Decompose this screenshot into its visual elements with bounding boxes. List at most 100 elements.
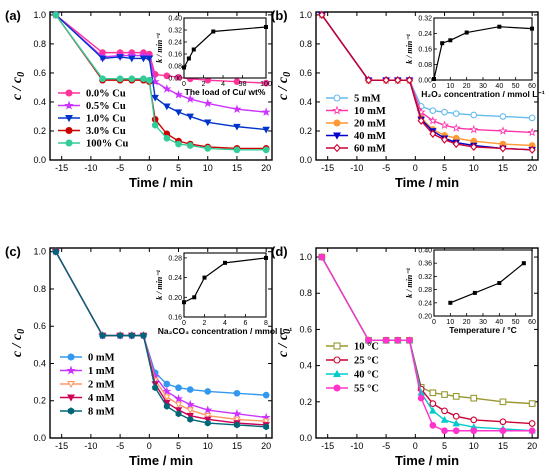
data-point — [174, 401, 183, 409]
inset-x-axis-label: H₂O₂ concentration / mmol L⁻¹ — [421, 89, 545, 99]
data-point — [204, 419, 211, 427]
inset-x-tick-label: 6 — [244, 320, 248, 327]
data-point — [262, 391, 270, 399]
plot-frame — [315, 247, 539, 439]
legend-marker — [333, 94, 341, 102]
data-point — [186, 113, 194, 121]
inset-y-tick-label: 0.28 — [418, 287, 432, 294]
data-point — [186, 407, 194, 414]
legend: 0 mM 1 mM 2 mM 4 mM 8 mM — [60, 353, 115, 418]
data-point — [128, 75, 136, 83]
data-point — [116, 75, 124, 83]
inset-y-tick-label: 0.24 — [168, 275, 182, 282]
y-tick-label: 0.6 — [299, 68, 312, 78]
data-point — [175, 140, 182, 148]
legend-marker — [67, 394, 75, 402]
data-point — [203, 405, 213, 414]
inset-point — [448, 38, 453, 43]
data-point — [528, 427, 536, 435]
y-tick-label: 0.2 — [33, 396, 46, 406]
legend: 10 °C 25 °C 40 °C 55 °C — [326, 342, 379, 395]
legend-marker — [332, 105, 342, 115]
inset-line — [450, 262, 525, 304]
data-point — [204, 119, 212, 127]
inset-y-tick-label: 0.16 — [168, 52, 182, 59]
legend-label: 1.0% Cu — [86, 114, 126, 125]
data-point — [452, 139, 460, 149]
inset-x-tick-label: 20 — [463, 83, 471, 90]
inset-y-axis-label: k / min⁻¹ — [155, 270, 164, 300]
legend-marker — [65, 115, 73, 123]
y-tick-label: 0.6 — [299, 324, 312, 334]
inset: 0 10 20 30 40 50 60 0.20 0.24 0.28 0.32 0.36 0.40 Tem… — [405, 248, 536, 336]
data-point — [365, 336, 372, 344]
data-point — [99, 332, 106, 339]
data-point — [262, 126, 270, 134]
y-tick-label: 1.0 — [299, 10, 312, 20]
series-4 — [52, 248, 270, 431]
inset-x-tick-label: 100 — [260, 81, 272, 88]
data-point — [145, 76, 153, 84]
data-point — [185, 94, 195, 103]
inset-frame — [433, 249, 533, 317]
legend-label: 5 mM — [354, 94, 381, 105]
inset-y-tick-label: 0.40 — [418, 248, 432, 255]
x-tick-label: 5 — [176, 163, 181, 173]
x-tick-label: -5 — [382, 163, 390, 173]
inset-x-tick-label: 4 — [223, 320, 227, 327]
data-point — [163, 402, 170, 410]
x-tick-label: 5 — [176, 441, 181, 451]
legend-label: 0.0% Cu — [86, 89, 126, 100]
data-point — [429, 389, 437, 397]
data-point — [140, 75, 147, 83]
data-point — [318, 10, 326, 19]
inset-y-axis-label: k / min⁻¹ — [155, 33, 164, 63]
data-point — [429, 129, 437, 138]
data-point — [469, 124, 479, 134]
data-point — [174, 394, 184, 403]
x-tick-label: -10 — [350, 441, 363, 451]
x-tick-label: 20 — [527, 441, 537, 451]
data-point — [318, 253, 326, 261]
y-tick-label: 0.2 — [299, 397, 312, 407]
data-point — [99, 75, 106, 83]
y-tick-label: 0.8 — [33, 39, 46, 49]
data-point — [117, 332, 124, 339]
inset-x-tick-label: 2 — [202, 81, 206, 88]
inset-point — [202, 275, 207, 280]
data-point — [261, 107, 271, 116]
legend-label: 4 mM — [88, 393, 115, 404]
data-point — [233, 421, 240, 429]
inset-point — [448, 300, 453, 305]
inset-x-axis-label: Temperature / °C — [449, 325, 516, 335]
inset-point — [472, 290, 477, 295]
legend-label: 10 °C — [354, 342, 379, 353]
inset-x-axis-label: Na₂CO₃ concentration / mmol L⁻¹ — [158, 326, 293, 336]
inset-x-tick-label: 40 — [495, 319, 503, 326]
x-tick-label: -10 — [84, 163, 97, 173]
x-axis-label: Time / min — [395, 175, 459, 190]
x-tick-label: 0 — [413, 163, 418, 173]
series-4 — [52, 11, 270, 154]
series-4 — [318, 10, 536, 154]
data-point — [116, 54, 124, 61]
legend-marker — [67, 381, 75, 389]
inset-y-tick-label: 0.08 — [418, 62, 432, 69]
legend-marker — [333, 132, 341, 140]
legend-marker — [333, 356, 341, 364]
series-3 — [318, 253, 536, 435]
data-point — [175, 410, 182, 418]
data-point — [186, 412, 194, 420]
data-point — [470, 427, 478, 435]
plot-frame — [49, 11, 273, 161]
panel-1: -15 -10 -5 0 5 10 15 20 0.0 0.2 0.4 0.6 0.8 1.0 Time /… — [271, 8, 545, 190]
x-tick-label: 0 — [147, 163, 152, 173]
data-point — [528, 400, 536, 407]
data-point — [382, 336, 390, 344]
data-point — [232, 104, 242, 114]
data-point — [440, 415, 449, 423]
data-point — [204, 412, 212, 420]
